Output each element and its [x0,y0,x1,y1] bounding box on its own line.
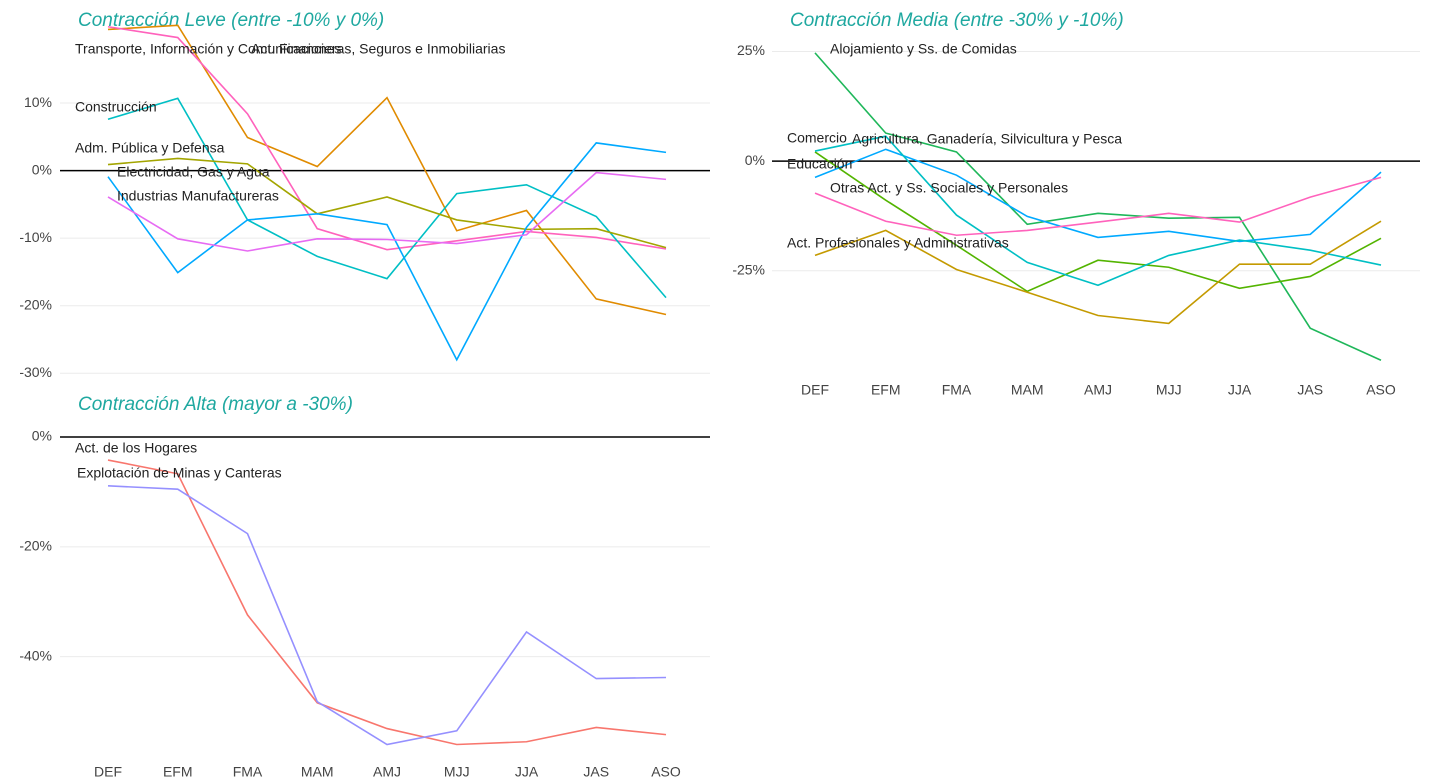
y-tick-label: -30% [19,364,52,380]
series-line [814,176,1382,237]
series-line [814,220,1382,325]
series-line [107,171,667,252]
series-line [814,148,1382,243]
x-tick-label: MJJ [1156,382,1182,398]
series-label: Construcción [75,99,157,115]
y-tick-label: 10% [24,94,52,110]
x-tick-label: JJA [515,764,539,780]
y-tick-label: -25% [732,261,765,277]
x-tick-label: JAS [583,764,609,780]
x-tick-label: AMJ [373,764,401,780]
x-tick-label: AMJ [1084,382,1112,398]
series-label: Electricidad, Gas y Agua [117,164,270,180]
series-label: Otras Act. y Ss. Sociales y Personales [830,180,1068,196]
x-tick-label: ASO [1366,382,1396,398]
series-label: Industrias Manufactureras [117,188,279,204]
y-tick-label: 0% [32,161,52,177]
series-label: Transporte, Información y Comunicaciones [75,41,341,57]
series-label: Educación [787,156,852,172]
series-line [107,459,667,746]
series-line [107,97,667,299]
x-tick-label: JAS [1297,382,1323,398]
x-tick-label: MAM [301,764,334,780]
y-tick-label: -40% [19,647,52,663]
y-tick-label: -20% [19,538,52,554]
panel-title: Contracción Media (entre -30% y -10%) [790,10,1124,31]
y-tick-label: 0% [745,152,765,168]
series-line [814,52,1382,361]
x-tick-label: DEF [801,382,829,398]
series-line [107,157,667,249]
x-tick-label: JJA [1228,382,1252,398]
series-line [107,142,667,362]
x-tick-label: ASO [651,764,681,780]
series-line [107,25,667,251]
y-tick-label: 0% [32,428,52,444]
x-tick-label: FMA [942,382,972,398]
y-tick-label: -10% [19,229,52,245]
series-line [814,135,1382,287]
series-label: Alojamiento y Ss. de Comidas [830,41,1017,57]
series-label: Comercio [787,130,847,146]
series-label: Act. de los Hogares [75,440,197,456]
x-tick-label: MAM [1011,382,1044,398]
x-tick-label: DEF [94,764,122,780]
y-tick-label: 25% [737,42,765,58]
panel-title: Contracción Alta (mayor a -30%) [78,394,353,415]
x-tick-label: FMA [233,764,263,780]
series-label: Agricultura, Ganadería, Silvicultura y P… [852,131,1122,147]
x-tick-label: EFM [163,764,193,780]
panel-title: Contracción Leve (entre -10% y 0%) [78,10,384,31]
series-label: Act. Profesionales y Administrativas [787,235,1009,251]
series-label: Explotación de Minas y Canteras [77,465,282,481]
series-label: Adm. Pública y Defensa [75,140,225,156]
series-line [107,485,667,746]
series-label: Act. Financieras, Seguros e Inmobiliaria… [251,41,505,57]
series-line [814,151,1382,293]
x-tick-label: EFM [871,382,901,398]
x-tick-label: MJJ [444,764,470,780]
y-tick-label: -20% [19,296,52,312]
